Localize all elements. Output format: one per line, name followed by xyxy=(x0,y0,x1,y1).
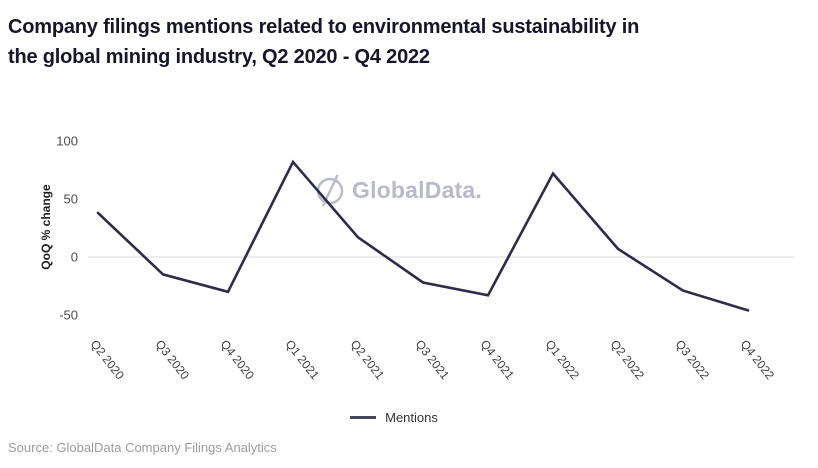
line-chart: QoQ % change 100 50 0 -50 Q2 2020 Q3 2020 Q4 20… xyxy=(39,134,794,382)
chart-legend: Mentions xyxy=(0,410,803,425)
y-tick-label: -50 xyxy=(59,308,78,323)
y-tick-label: 50 xyxy=(64,192,78,207)
x-tick-label: Q4 2021 xyxy=(478,337,518,382)
series-line-mentions xyxy=(96,159,750,312)
y-axis-label: QoQ % change xyxy=(39,184,53,270)
x-tick-label: Q3 2021 xyxy=(413,337,453,382)
y-tick-label: 100 xyxy=(56,134,78,149)
legend-label: Mentions xyxy=(385,410,438,425)
x-tick-label: Q1 2021 xyxy=(283,337,323,382)
y-tick-label: 0 xyxy=(71,250,78,265)
x-tick-label: Q4 2020 xyxy=(218,337,258,382)
x-tick-label: Q2 2020 xyxy=(88,337,128,382)
x-tick-label: Q3 2020 xyxy=(153,337,193,382)
source-note: Source: GlobalData Company Filings Analy… xyxy=(8,440,277,455)
globaldata-watermark-text: GlobalData. xyxy=(352,176,483,203)
x-tick-label: Q2 2022 xyxy=(608,337,648,382)
legend-line-swatch xyxy=(350,416,377,419)
x-tick-label: Q1 2022 xyxy=(543,337,583,382)
chart-title: Company filings mentions related to envi… xyxy=(8,16,640,68)
x-tick-label: Q3 2022 xyxy=(673,337,713,382)
x-tick-label: Q4 2022 xyxy=(738,337,778,382)
x-tick-label: Q2 2021 xyxy=(348,337,388,382)
